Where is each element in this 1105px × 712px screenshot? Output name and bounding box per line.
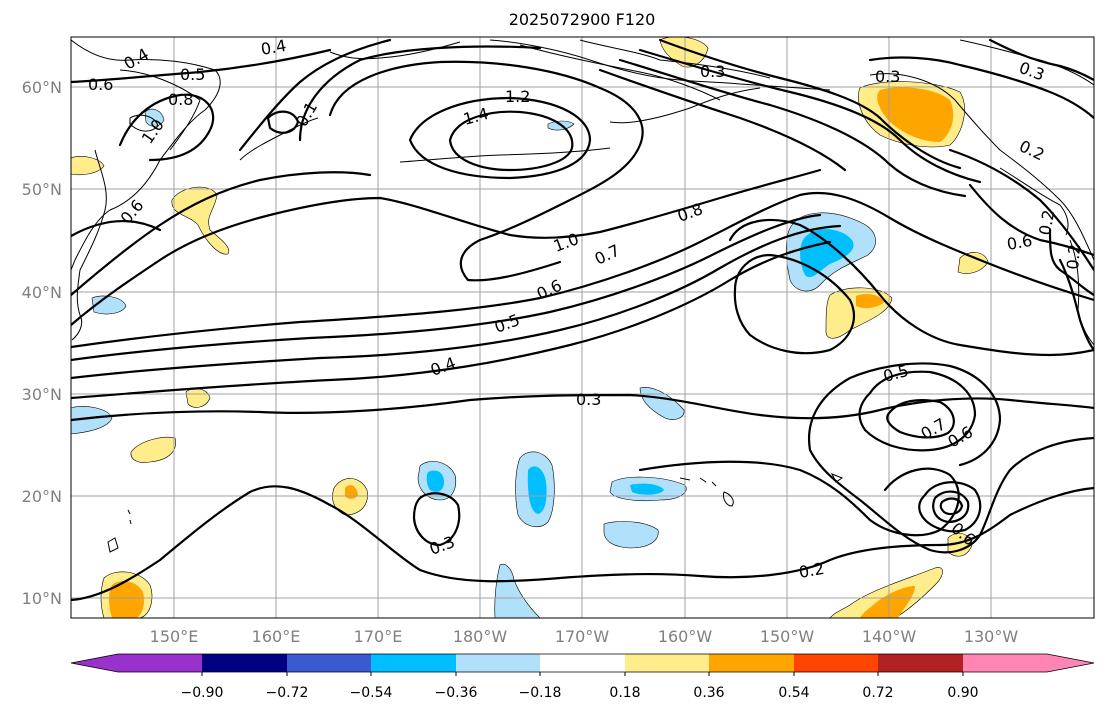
colorbar-segment: [456, 654, 540, 672]
lon-label: 150°E: [150, 627, 199, 646]
colorbar-tick-label: −0.54: [350, 685, 393, 701]
lon-label: 180°W: [453, 627, 508, 646]
contour-label: 0.2: [797, 559, 825, 582]
colorbar-tick-label: 0.72: [862, 685, 893, 701]
contour-label: 0.3: [875, 67, 900, 86]
colorbar-segment: [202, 654, 287, 672]
lat-label: 30°N: [22, 385, 62, 404]
colorbar-tick-label: −0.72: [266, 685, 309, 701]
lat-label: 20°N: [22, 487, 62, 506]
colorbar-segment: [794, 654, 878, 672]
lat-label: 50°N: [22, 180, 62, 199]
colorbar-tick-label: 0.18: [609, 685, 640, 701]
contour-label: 0.6: [88, 75, 113, 94]
lon-label: 140°W: [862, 627, 917, 646]
colorbar-segment: [118, 654, 202, 672]
colorbar-tick-label: 0.54: [778, 685, 809, 701]
lat-label: 40°N: [22, 283, 62, 302]
colorbar-tick-label: 0.90: [947, 685, 978, 701]
lat-label: 60°N: [22, 78, 62, 97]
colorbar: [70, 653, 1095, 676]
colorbar-segment: [371, 654, 456, 672]
lon-label: 170°E: [354, 627, 403, 646]
contour-label: 0.8: [168, 90, 193, 109]
contour-label: 0.2: [1063, 243, 1084, 270]
contour-label: 0.3: [700, 62, 725, 81]
contour-labels: 0.4 0.5 0.6 0.8 1.0 0.4 1.2 1.4 0.3 0.3 …: [88, 36, 1084, 582]
colorbar-labels: −0.90 −0.72 −0.54 −0.36 −0.18 0.18 0.36 …: [181, 685, 979, 701]
contours: [71, 38, 1094, 602]
lat-label: 10°N: [22, 589, 62, 608]
contour-label: 0.2: [1035, 208, 1058, 236]
longitude-labels: 150°E 160°E 170°E 180°W 170°W 160°W 150°…: [150, 627, 1019, 646]
colorbar-segment: [540, 654, 625, 672]
colorbar-tick-label: 0.36: [693, 685, 724, 701]
colorbar-segment: [71, 654, 118, 672]
colorbar-segment: [1047, 654, 1094, 672]
contour-label: 0.6: [1005, 231, 1033, 254]
colorbar-tick-label: −0.18: [519, 685, 562, 701]
contour-label: 0.3: [576, 390, 601, 409]
lon-label: 150°W: [760, 627, 815, 646]
lon-label: 130°W: [964, 627, 1019, 646]
colorbar-outline: [70, 653, 1095, 673]
contour-label: 0.4: [259, 36, 287, 59]
positive-anomaly-areas: [71, 37, 989, 618]
latitude-labels: 60°N 50°N 40°N 30°N 20°N 10°N: [22, 78, 62, 608]
colorbar-tick-label: −0.36: [435, 685, 478, 701]
lon-label: 160°W: [658, 627, 713, 646]
map-title: 2025072900 F120: [509, 10, 656, 29]
colorbar-segment: [878, 654, 963, 672]
colorbar-segment: [963, 654, 1047, 672]
lon-label: 170°W: [555, 627, 610, 646]
colorbar-segment: [287, 654, 371, 672]
contour-label: 0.5: [180, 65, 205, 84]
lon-label: 160°E: [252, 627, 301, 646]
colorbar-segment: [625, 654, 709, 672]
colorbar-tick-label: −0.90: [181, 685, 224, 701]
colorbar-segment: [709, 654, 794, 672]
map-frame: [70, 36, 1095, 619]
contour-label: 1.2: [505, 87, 530, 106]
negative-anomaly-areas: [71, 108, 876, 618]
